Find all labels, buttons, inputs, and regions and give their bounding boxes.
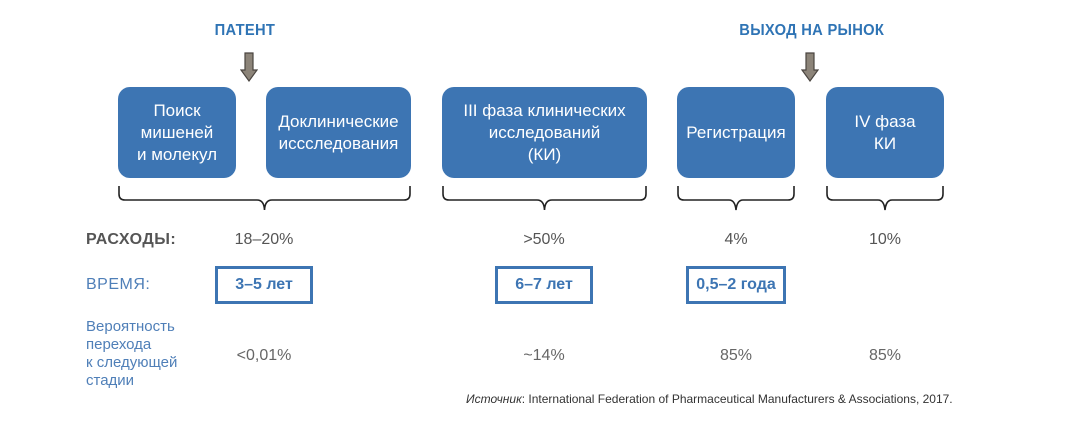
time-value: 3–5 лет (235, 276, 293, 293)
brace-phase-4 (826, 186, 944, 211)
patent-down-arrow-icon (240, 52, 258, 82)
source-prefix: Источник (466, 392, 522, 406)
time-early-stages: 3–5 лет (215, 266, 313, 304)
time-registration: 0,5–2 года (686, 266, 786, 304)
time-value: 6–7 лет (515, 276, 573, 293)
stage-label: Поиск мишеней и молекул (136, 100, 218, 164)
brace-registration (677, 186, 795, 211)
cost-early-stages: 18–20% (234, 231, 294, 248)
time-value: 0,5–2 года (696, 276, 776, 293)
probability-registration: 85% (719, 347, 753, 364)
stage-label: III фаза клинических исследований (КИ) (463, 100, 626, 164)
probability-row-label: Вероятность перехода к следующей стадии (86, 318, 178, 389)
stage-label: IV фаза КИ (854, 111, 916, 153)
stage-registration: Регистрация (677, 87, 795, 178)
cost-registration: 4% (724, 231, 748, 248)
market-entry-marker-label: ВЫХОД НА РЫНОК (739, 22, 885, 39)
patent-marker-label: ПАТЕНТ (214, 22, 276, 39)
source-note: Источник: International Federation of Ph… (466, 392, 953, 406)
costs-row-label: РАСХОДЫ: (86, 231, 177, 248)
stage-target-search: Поиск мишеней и молекул (118, 87, 236, 178)
market-down-arrow-icon (801, 52, 819, 82)
probability-phase-3: ~14% (523, 347, 565, 364)
cost-phase-3: >50% (523, 231, 565, 248)
time-row-label: ВРЕМЯ: (86, 276, 151, 293)
stage-label: Доклинические иссследования (278, 111, 399, 153)
cost-phase-4: 10% (868, 231, 902, 248)
brace-early-stages (118, 186, 411, 211)
stage-preclinical: Доклинические иссследования (266, 87, 411, 178)
brace-phase-3 (442, 186, 647, 211)
stage-phase-4: IV фаза КИ (826, 87, 944, 178)
probability-phase-4: 85% (868, 347, 902, 364)
stage-label: Регистрация (686, 122, 786, 142)
probability-early-stages: <0,01% (236, 347, 292, 364)
source-text: : International Federation of Pharmaceut… (521, 392, 953, 406)
time-phase-3: 6–7 лет (495, 266, 593, 304)
stage-phase-3: III фаза клинических исследований (КИ) (442, 87, 647, 178)
